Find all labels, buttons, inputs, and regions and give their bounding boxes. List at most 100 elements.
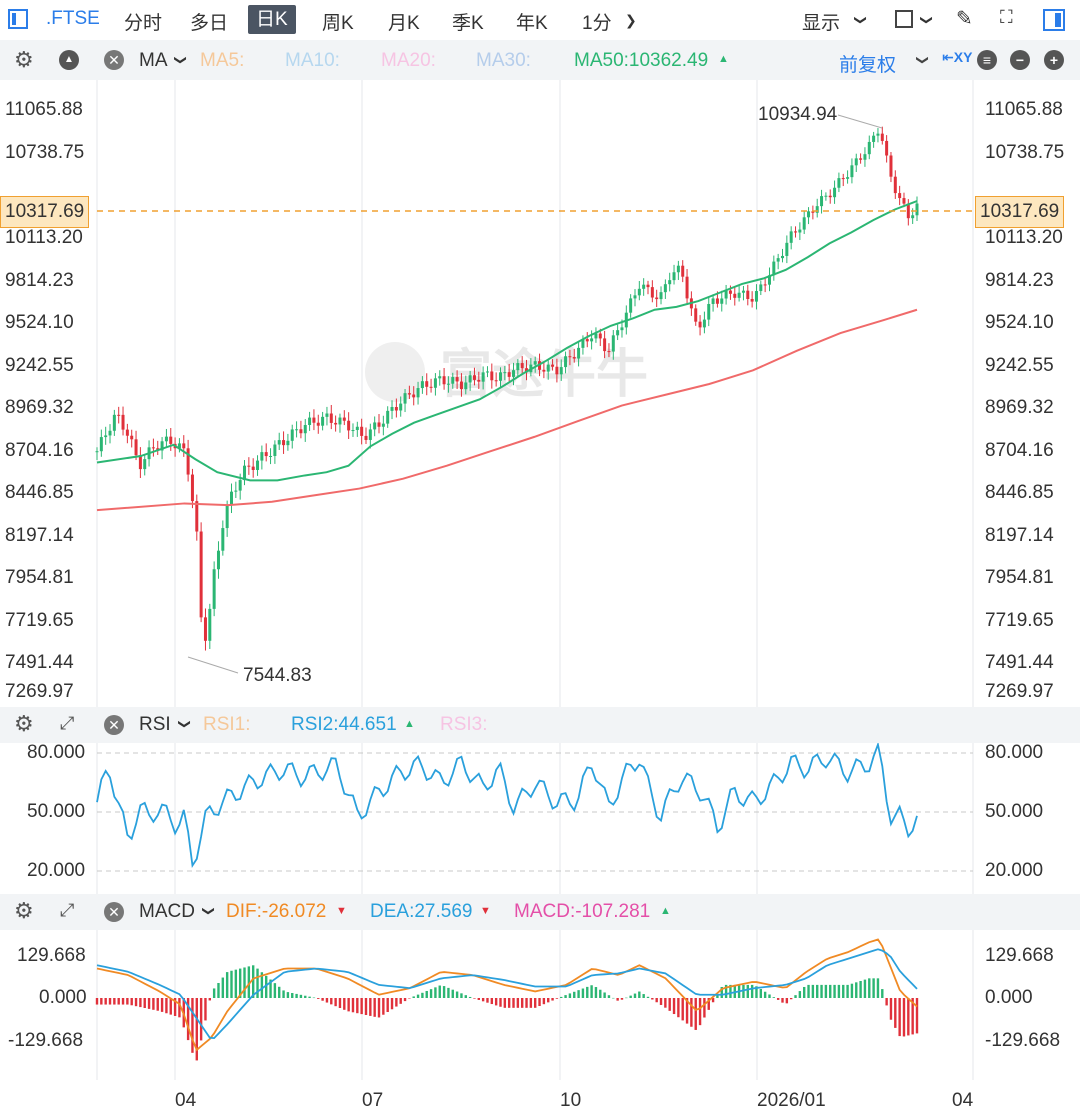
price-tick-label: 10738.75	[5, 142, 85, 163]
chevron-down-icon[interactable]: ❯	[202, 905, 217, 917]
candle-body	[893, 176, 897, 194]
candle-body	[403, 393, 407, 404]
macd-bar	[768, 994, 771, 998]
kline-chart[interactable]: 富途牛牛 10934.94 7544.83 04 07 10 2026/01 0…	[0, 80, 1080, 1117]
macd-bar	[360, 998, 363, 1015]
candle-body	[212, 569, 216, 609]
macd-bar	[265, 975, 268, 998]
macd-bar	[885, 998, 888, 1006]
macd-bar	[816, 984, 819, 998]
macd-bar	[330, 998, 333, 1005]
close-icon[interactable]: ✕	[104, 715, 124, 735]
zoom-in-icon[interactable]: +	[1044, 50, 1064, 70]
candle-body	[833, 187, 837, 198]
display-menu[interactable]: 显示	[802, 13, 841, 34]
macd-selector[interactable]: MACD	[139, 901, 195, 922]
candle-body	[164, 436, 168, 442]
macd-bar	[134, 998, 138, 1007]
candle-body	[329, 413, 333, 423]
high-leader-line	[837, 114, 883, 129]
macd-bar	[173, 998, 177, 1016]
macd-bar	[646, 996, 650, 998]
chevron-down-icon[interactable]: ❯	[625, 12, 637, 28]
x-tick-label: 10	[560, 1090, 581, 1111]
macd-bar	[586, 986, 589, 998]
candle-body	[902, 198, 906, 204]
tab-intraday[interactable]: 分时	[124, 13, 163, 34]
candle-body	[759, 284, 763, 292]
tab-multiday[interactable]: 多日	[190, 13, 229, 34]
tab-monthly-k[interactable]: 月K	[388, 13, 420, 34]
macd-bar	[351, 998, 355, 1013]
symbol-label[interactable]: .FTSE	[46, 8, 100, 29]
macd-bar	[681, 998, 684, 1021]
chevron-down-icon[interactable]: ❯	[174, 54, 189, 66]
candle-body	[546, 364, 550, 372]
gear-icon[interactable]: ⚙	[14, 47, 34, 72]
macd-bar	[520, 998, 524, 1008]
macd-bar	[855, 982, 858, 998]
macd-bar	[503, 998, 507, 1008]
rsi-tick-label: 80.000	[985, 742, 1044, 763]
gear-icon[interactable]: ⚙	[14, 711, 34, 736]
macd-bar	[759, 989, 763, 998]
macd-bar	[139, 998, 142, 1008]
macd-bar	[104, 998, 107, 1005]
sidebar-toggle-icon[interactable]	[8, 9, 28, 29]
rsi-selector[interactable]: RSI	[139, 714, 171, 735]
macd-bar	[403, 998, 407, 1002]
macd-bar	[421, 992, 424, 998]
chevron-down-icon[interactable]: ❯	[178, 718, 193, 730]
macd-bar	[494, 998, 498, 1006]
fullscreen-icon[interactable]: ⛶	[1000, 7, 1013, 27]
candle-body	[876, 133, 880, 136]
tab-yearly-k[interactable]: 年K	[516, 13, 548, 34]
macd-bar	[143, 998, 146, 1008]
ma-selector[interactable]: MA	[139, 50, 168, 71]
macd-bar	[347, 998, 350, 1012]
tab-weekly-k[interactable]: 周K	[322, 13, 354, 34]
candle-body	[334, 422, 338, 425]
candle-body	[143, 459, 147, 470]
candle-body	[637, 288, 641, 296]
candle-body	[841, 178, 845, 180]
expand-icon[interactable]: ⤢	[60, 900, 75, 920]
macd-bar	[364, 998, 368, 1016]
layout-toggle-icon[interactable]	[1043, 9, 1065, 31]
macd-bar	[516, 998, 520, 1008]
close-icon[interactable]: ✕	[104, 902, 124, 922]
macd-bar	[690, 998, 693, 1027]
chevron-down-icon[interactable]: ❯	[854, 14, 869, 26]
tab-1min[interactable]: 1分	[582, 13, 612, 34]
expand-icon[interactable]: ⤢	[60, 713, 75, 733]
chevron-down-icon[interactable]: ❯	[920, 14, 935, 26]
price-tick-label: 8969.32	[985, 397, 1054, 418]
gear-icon[interactable]: ⚙	[14, 898, 34, 923]
candle-body	[177, 443, 181, 449]
adjust-selector[interactable]: 前复权	[839, 55, 897, 76]
checkbox-icon[interactable]	[895, 10, 913, 28]
candle-body	[672, 272, 676, 281]
candle-body	[911, 215, 915, 219]
pen-icon[interactable]: ✎	[956, 8, 973, 30]
candle-body	[112, 414, 116, 431]
candle-body	[772, 261, 776, 276]
candle-body	[351, 430, 355, 432]
xy-scale-icon[interactable]: ⇤XY	[942, 49, 973, 65]
price-tick-label: 9524.10	[5, 312, 74, 333]
macd-bar	[295, 993, 298, 998]
collapse-icon[interactable]: ▲	[59, 50, 79, 70]
macd-bar	[191, 998, 194, 1053]
tab-quarterly-k[interactable]: 季K	[452, 13, 484, 34]
menu-icon[interactable]: ≡	[977, 50, 997, 70]
candle-body	[208, 608, 212, 641]
up-triangle-icon: ▲	[718, 53, 729, 65]
chevron-down-icon[interactable]: ❯	[916, 54, 931, 66]
macd-bar	[577, 990, 580, 998]
macd-bar	[672, 998, 676, 1015]
candle-body	[685, 276, 689, 299]
candle-body	[459, 381, 463, 390]
close-icon[interactable]: ✕	[104, 50, 124, 70]
tab-daily-k[interactable]: 日K	[248, 5, 296, 34]
zoom-out-icon[interactable]: −	[1010, 50, 1030, 70]
